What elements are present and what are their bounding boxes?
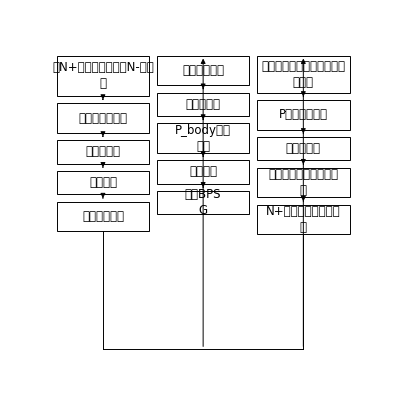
Bar	[57, 56, 149, 96]
Text: 优化沟槽表面: 优化沟槽表面	[82, 210, 124, 223]
Text: N+衯底层下端面金属
化: N+衯底层下端面金属 化	[266, 205, 341, 234]
Text: 淡积金属层: 淡积金属层	[286, 142, 321, 155]
Text: 形成源区: 形成源区	[189, 166, 217, 178]
Text: 生长栌氧化层: 生长栌氧化层	[182, 64, 224, 77]
Bar	[257, 137, 349, 160]
Text: 在N+衯底层外延生长N-外延
层: 在N+衯底层外延生长N-外延 层	[52, 61, 154, 90]
Bar	[57, 202, 149, 231]
Text: 热生长场氧化层: 热生长场氧化层	[78, 112, 127, 124]
Bar	[157, 124, 249, 153]
Text: 淡积多晶硅: 淡积多晶硅	[185, 98, 221, 111]
Text: P_body区的
注入: P_body区的 注入	[175, 124, 231, 152]
Text: 沟槽腑蚀: 沟槽腑蚀	[89, 176, 117, 189]
Bar	[57, 104, 149, 133]
Bar	[257, 205, 349, 234]
Bar	[257, 56, 349, 93]
Bar	[257, 168, 349, 197]
Text: 淡积BPS
G: 淡积BPS G	[185, 188, 221, 217]
Bar	[157, 93, 249, 116]
Text: 刻蚀形成源电极和栌电
极: 刻蚀形成源电极和栌电 极	[268, 168, 338, 197]
Text: 有源区光刻: 有源区光刻	[85, 146, 120, 158]
Bar	[57, 140, 149, 164]
Bar	[57, 171, 149, 194]
Text: P型杂质层生成: P型杂质层生成	[279, 108, 328, 122]
Bar	[157, 160, 249, 184]
Bar	[157, 56, 249, 85]
Bar	[257, 100, 349, 130]
Bar	[157, 191, 249, 214]
Text: 刻蚀源电极接触孔和栌电极
接触孔: 刻蚀源电极接触孔和栌电极 接触孔	[261, 60, 345, 89]
